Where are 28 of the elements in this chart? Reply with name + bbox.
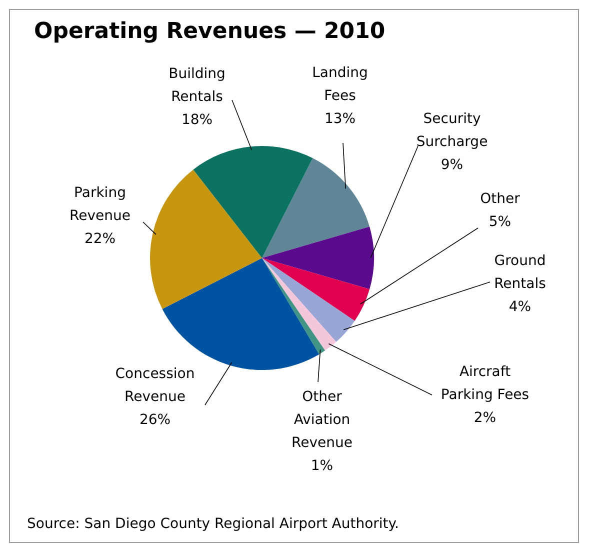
slice-label: Other [480, 191, 520, 207]
pie-slice [262, 258, 355, 342]
data-label: 2% [474, 410, 496, 426]
chart-title: Operating Revenues — 2010 [34, 19, 386, 44]
pie-slice [262, 258, 336, 351]
slice-label: Ground Rentals [494, 253, 546, 292]
data-label: 9% [440, 157, 464, 173]
data-label: 18% [181, 112, 213, 128]
slice-label: Building Rentals [168, 66, 226, 105]
slice-label: Other Aviation Revenue [292, 389, 352, 451]
pie-slice [262, 258, 370, 321]
pie-slice [262, 226, 374, 290]
slice-label: Concession Revenue [115, 366, 195, 405]
slice-label: Security Surcharge [416, 111, 488, 150]
source-note: Source: San Diego County Regional Airport Authority. [27, 516, 400, 532]
pie-slice [150, 170, 262, 309]
slice-label: Aircraft Parking Fees [440, 364, 530, 403]
data-label: 13% [324, 111, 356, 127]
data-label: 5% [488, 214, 512, 230]
data-label: 22% [84, 231, 116, 247]
data-label: 4% [508, 299, 532, 315]
data-label: 1% [310, 458, 334, 474]
slice-label: Landing Fees [312, 65, 368, 104]
data-label: 26% [139, 412, 171, 428]
pie-slice [193, 146, 313, 258]
slice-label: Parking Revenue [70, 185, 130, 224]
pie-slice [262, 258, 326, 354]
pie-slice [262, 158, 370, 258]
